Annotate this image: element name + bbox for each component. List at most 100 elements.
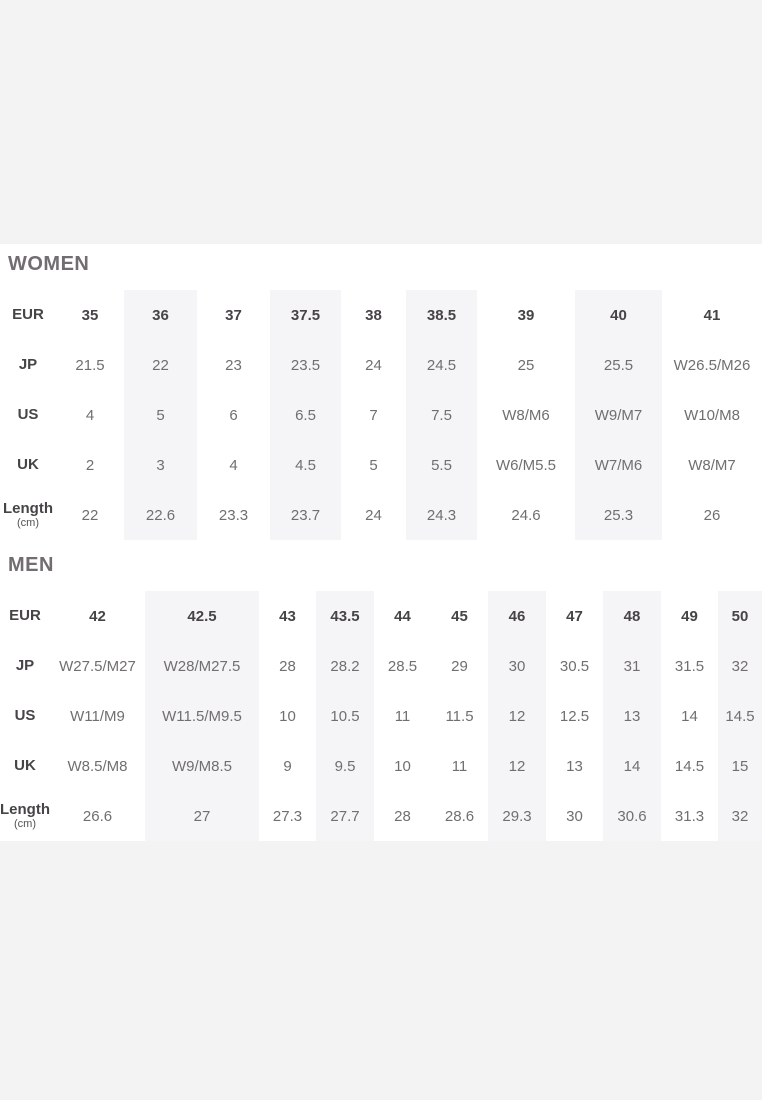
size-cell: 28.5 [387,657,418,675]
size-cell: 24 [365,506,382,524]
size-col-header: 46 [488,591,546,641]
size-cell: 25.3 [575,490,662,540]
size-cell: 31.3 [674,807,705,825]
size-col-header: 38.5 [406,290,477,340]
size-cell: 23.3 [218,506,249,524]
size-col-header: 35 [81,306,99,324]
size-col-header: 36 [124,290,197,340]
size-cell: W27.5/M27 [59,657,136,675]
table-row: JP 21.5 22 23 23.5 24 24.5 25 25.5 W26.5/M26 [0,340,762,390]
size-cell: 12.5 [559,707,590,725]
table-row: UK 2 3 4 4.5 5 5.5 W6/M5.5 W7/M6 W8/M7 [0,440,762,490]
size-cell: 29 [451,657,468,675]
row-label: JP [18,356,38,374]
size-cell: 32 [718,641,762,691]
size-cell: 27 [145,791,259,841]
size-cell: 22 [124,340,197,390]
size-cell: 30 [566,807,583,825]
row-label: Length (cm) [0,490,56,540]
size-cell: 9.5 [316,741,374,791]
size-cell: 29.3 [488,791,546,841]
size-col-header: 39 [517,306,535,324]
women-heading: WOMEN [8,253,90,275]
size-cell: W10/M8 [684,406,740,424]
size-cell: 31.5 [674,657,705,675]
size-cell: 32 [718,791,762,841]
size-cell: 4 [229,456,238,474]
size-cell: 5.5 [406,440,477,490]
women-size-table: EUR 35 36 37 37.5 38 38.5 39 40 41 JP 21.5 22 23 23.5 2… [0,290,762,540]
size-col-header: 37.5 [270,290,341,340]
size-cell: 27.3 [272,807,303,825]
size-col-header: 47 [566,607,583,625]
table-row: US 4 5 6 6.5 7 7.5 W8/M6 W9/M7 W10/M8 [0,390,762,440]
size-cell: 21.5 [75,356,105,374]
size-cell: 31 [603,641,661,691]
table-row: UK W8.5/M8 W9/M8.5 9 9.5 10 11 12 13 14 14.5 15 [0,741,762,791]
size-cell: W9/M7 [575,390,662,440]
size-cell: 15 [718,741,762,791]
table-row: Length (cm) 22 22.6 23.3 23.7 24 24.3 24.6 25.3 26 [0,490,762,540]
size-col-header: 40 [575,290,662,340]
size-cell: 23.7 [270,490,341,540]
size-col-header: 38 [365,306,382,324]
size-cell: 10 [394,757,411,775]
row-label: EUR [12,306,44,324]
size-cell: W8.5/M8 [67,757,128,775]
size-col-header: 49 [681,607,698,625]
size-cell: 11.5 [445,707,474,725]
size-col-header: 41 [703,306,721,324]
size-cell: 24.5 [406,340,477,390]
size-col-header: 43 [279,607,296,625]
row-label: EUR [9,607,41,625]
size-col-header: 42 [89,607,106,625]
size-cell: 30.5 [559,657,590,675]
table-row: EUR 35 36 37 37.5 38 38.5 39 40 41 [0,290,762,340]
size-cell: 28 [394,807,411,825]
size-col-header: 43.5 [316,591,374,641]
top-spacer-band [0,0,762,244]
row-label: UK [17,456,39,474]
size-cell: 11 [451,757,468,775]
size-cell: 10.5 [316,691,374,741]
size-cell: 2 [85,456,95,474]
men-section: MEN EUR 42 42.5 43 43.5 44 45 46 47 48 49 50 JP W27.5… [0,554,762,841]
table-row: EUR 42 42.5 43 43.5 44 45 46 47 48 49 50 [0,591,762,641]
size-cell: 22 [81,506,99,524]
size-cell: 11 [394,707,411,725]
size-cell: 28 [279,657,296,675]
size-cell: 14.5 [674,757,705,775]
size-cell: 5 [369,456,378,474]
size-cell: 28.6 [444,807,475,825]
size-cell: 25 [517,356,535,374]
row-label: Length (cm) [0,801,50,831]
size-cell: 4 [85,406,95,424]
size-cell: 23.5 [270,340,341,390]
size-cell: W11.5/M9.5 [145,691,259,741]
size-cell: 7.5 [406,390,477,440]
size-cell: 24.3 [406,490,477,540]
size-cell: 26 [703,506,721,524]
table-row: Length (cm) 26.6 27 27.3 27.7 28 28.6 29.3 30 30.6… [0,791,762,841]
size-col-header: 42.5 [145,591,259,641]
size-cell: 22.6 [124,490,197,540]
size-cell: W7/M6 [575,440,662,490]
row-label: JP [15,657,35,675]
size-cell: 10 [279,707,296,725]
women-section: WOMEN EUR 35 36 37 37.5 38 38.5 39 40 41 JP 21.5 22 2… [0,253,762,540]
size-cell: 5 [124,390,197,440]
size-cell: 23 [225,356,242,374]
size-cell: 7 [369,406,378,424]
row-label-unit: (cm) [14,818,36,831]
size-cell: 3 [124,440,197,490]
men-heading: MEN [8,554,54,576]
size-cell: W11/M9 [70,707,125,725]
size-cell: 14 [681,707,698,725]
size-cell: 12 [488,691,546,741]
row-label-unit: (cm) [17,517,39,530]
size-cell: 26.6 [82,807,113,825]
table-row: US W11/M9 W11.5/M9.5 10 10.5 11 11.5 12 12.5 13 14… [0,691,762,741]
row-label: UK [14,757,36,775]
size-cell: 6 [229,406,238,424]
size-cell: W8/M6 [502,406,550,424]
